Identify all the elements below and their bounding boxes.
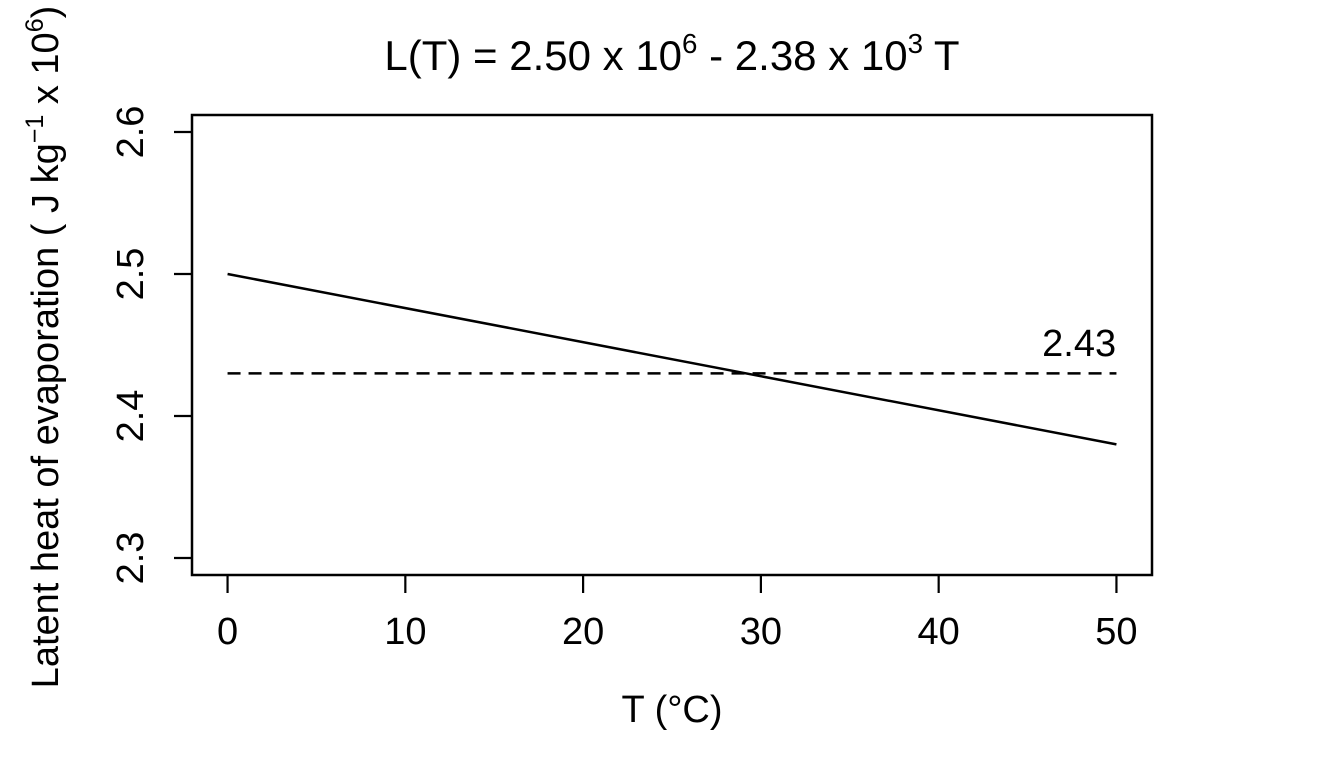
series-latent-heat-line bbox=[227, 272, 1117, 446]
y-tick-label: 2.3 bbox=[110, 531, 152, 585]
text-segment: T bbox=[923, 32, 960, 79]
x-tick-label: 40 bbox=[917, 611, 960, 653]
chart-title: L(T) = 2.50 x 106 - 2.38 x 103 T bbox=[192, 28, 1152, 86]
superscript: −1 bbox=[20, 114, 49, 144]
x-tick-label: 30 bbox=[739, 611, 783, 653]
y-axis-label: Latent heat of evaporation ( J kg−1 x 10… bbox=[20, 5, 72, 689]
x-tick-label: 50 bbox=[1095, 611, 1138, 653]
x-tick-label: 10 bbox=[384, 611, 427, 653]
plot-box bbox=[190, 113, 1154, 577]
text-segment: x 10 bbox=[25, 32, 67, 115]
y-tick-label: 2.5 bbox=[110, 247, 152, 301]
x-tick-label: 20 bbox=[561, 611, 605, 653]
x-axis-label: T (°C) bbox=[621, 689, 723, 731]
superscript: 3 bbox=[907, 28, 924, 60]
text-segment: L(T) = 2.50 x 10 bbox=[384, 32, 683, 79]
superscript: 6 bbox=[20, 18, 49, 33]
x-tick-label: 0 bbox=[216, 611, 239, 653]
text-segment: - 2.38 x 10 bbox=[697, 32, 908, 79]
y-tick-label: 2.4 bbox=[110, 389, 152, 443]
text-segment: Latent heat of evaporation ( J kg bbox=[25, 143, 67, 689]
y-tick-label: 2.6 bbox=[110, 105, 152, 159]
text-segment: ) bbox=[25, 5, 67, 19]
annotation-label: 2.43 bbox=[1042, 322, 1117, 365]
superscript: 6 bbox=[682, 28, 698, 60]
